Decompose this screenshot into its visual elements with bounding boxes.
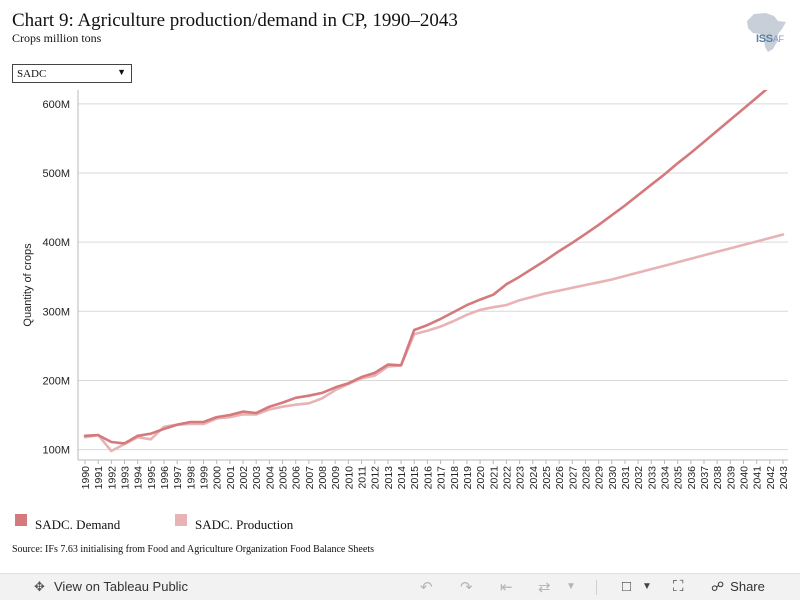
page-subtitle: Crops million tons <box>12 31 102 45</box>
comment-icon[interactable]: □ <box>622 578 632 595</box>
x-tick-label: 2013 <box>383 466 395 490</box>
x-tick-label: 2011 <box>357 466 369 489</box>
x-tick-label: 2002 <box>238 466 250 490</box>
logo-text-side: AF <box>772 34 784 44</box>
x-tick-label: 1994 <box>133 466 145 490</box>
x-tick-label: 2030 <box>607 466 619 490</box>
legend-swatch-demand <box>15 514 27 526</box>
x-tick-label: 2029 <box>594 466 606 490</box>
legend-label-production: SADC. Production <box>195 517 294 532</box>
line-chart: 100M 200M 300M 400M 500M 600M Quantity of crop… <box>22 90 790 490</box>
x-axis: 1990 1991 1992 1993 1994 1995 1996 1997 1998 1999… <box>78 459 790 490</box>
x-tick-label: 2004 <box>264 466 276 490</box>
x-tick-label: 2042 <box>765 466 777 490</box>
refresh-menu-chevron-icon[interactable]: ▼ <box>566 581 576 592</box>
y-tick-label: 400M <box>42 237 70 249</box>
region-filter-dropdown[interactable]: SADC ▼ <box>12 64 132 83</box>
x-tick-label: 2006 <box>291 466 303 490</box>
series-line-sadc-demand[interactable] <box>83 90 783 445</box>
chart-lines <box>83 90 785 453</box>
refresh-icon[interactable]: ⇄ <box>538 579 551 596</box>
x-tick-label: 2017 <box>436 466 448 490</box>
x-tick-label: 2016 <box>422 466 434 490</box>
series-line-sadc-production[interactable] <box>83 233 785 453</box>
logo-text-main: ISS <box>756 33 773 45</box>
legend-label-demand: SADC. Demand <box>35 517 121 532</box>
x-tick-label: 2008 <box>317 466 329 490</box>
view-on-tableau-label: View on Tableau Public <box>54 579 188 594</box>
x-tick-label: 2020 <box>475 466 487 490</box>
x-tick-label: 2028 <box>580 466 592 490</box>
x-tick-label: 1992 <box>106 466 118 490</box>
chart-gridlines <box>78 103 788 451</box>
comment-menu-chevron-icon[interactable]: ▼ <box>642 581 652 592</box>
y-axis-label: Quantity of crops <box>22 243 34 327</box>
x-tick-label: 1990 <box>80 466 92 490</box>
x-tick-label: 1998 <box>185 466 197 490</box>
view-on-tableau-link[interactable]: ✥ View on Tableau Public <box>34 579 188 595</box>
toolbar-divider <box>596 580 597 595</box>
x-tick-label: 2035 <box>673 466 685 490</box>
tableau-logo-icon: ✥ <box>34 579 45 594</box>
x-tick-label: 2038 <box>712 466 724 490</box>
redo-icon[interactable]: ↷ <box>460 579 473 596</box>
x-tick-label: 1999 <box>199 466 211 490</box>
x-tick-label: 2040 <box>738 466 750 490</box>
x-tick-label: 2005 <box>278 466 290 490</box>
x-tick-label: 2039 <box>725 466 737 490</box>
x-tick-label: 2043 <box>778 466 790 490</box>
y-tick-label: 300M <box>42 306 70 318</box>
x-tick-label: 2031 <box>620 466 632 490</box>
x-tick-label: 2014 <box>396 466 408 490</box>
x-tick-label: 2041 <box>752 466 764 490</box>
chevron-down-icon: ▼ <box>117 67 126 77</box>
x-tick-label: 2023 <box>515 466 527 490</box>
x-tick-label: 2036 <box>686 466 698 490</box>
x-tick-label: 2033 <box>646 466 658 490</box>
legend-swatch-production <box>175 514 187 526</box>
fullscreen-icon[interactable]: ⛶ <box>673 578 684 595</box>
undo-icon[interactable]: ↶ <box>420 579 433 596</box>
page-title: Chart 9: Agriculture production/demand i… <box>12 10 458 31</box>
x-tick-label: 2010 <box>343 466 355 490</box>
x-tick-label: 1991 <box>93 466 105 490</box>
x-tick-label: 2027 <box>567 466 579 490</box>
share-button[interactable]: ☍ Share <box>711 579 765 595</box>
y-tick-label: 600M <box>42 99 70 111</box>
x-tick-label: 2018 <box>449 466 461 490</box>
x-tick-label: 1995 <box>146 466 158 490</box>
share-icon: ☍ <box>711 579 725 594</box>
revert-icon[interactable]: ⇤ <box>500 579 513 596</box>
x-tick-label: 2003 <box>251 466 263 490</box>
y-axis: 100M 200M 300M 400M 500M 600M Quantity of crop… <box>22 90 79 460</box>
x-tick-label: 1993 <box>120 466 132 490</box>
x-tick-label: 2037 <box>699 466 711 490</box>
share-label: Share <box>730 579 765 594</box>
x-tick-label: 2024 <box>528 466 540 490</box>
x-tick-label: 2019 <box>462 466 474 490</box>
x-tick-label: 2015 <box>409 466 421 490</box>
x-tick-label: 2007 <box>304 466 316 490</box>
x-tick-label: 2009 <box>330 466 342 490</box>
region-filter-value: SADC <box>17 68 47 80</box>
africa-map-icon <box>747 13 786 52</box>
y-tick-label: 500M <box>42 168 70 180</box>
source-note: Source: IFs 7.63 initialising from Food … <box>12 544 374 555</box>
x-tick-label: 2012 <box>370 466 382 490</box>
y-tick-label: 200M <box>42 375 70 387</box>
x-tick-label: 2034 <box>659 466 671 490</box>
x-tick-label: 2032 <box>633 466 645 490</box>
x-tick-label: 1997 <box>172 466 184 490</box>
x-tick-label: 2001 <box>225 466 237 490</box>
x-tick-label: 2021 <box>488 466 500 490</box>
y-tick-label: 100M <box>42 445 70 457</box>
x-tick-label: 2026 <box>554 466 566 490</box>
x-tick-label: 1996 <box>159 466 171 490</box>
x-tick-label: 2022 <box>501 466 513 490</box>
x-tick-label: 2000 <box>212 466 224 490</box>
tableau-toolbar: ✥ View on Tableau Public ↶ ↷ ⇤ ⇄ ▼ □ ▼ ⛶ … <box>0 573 800 600</box>
x-tick-label: 2025 <box>541 466 553 490</box>
